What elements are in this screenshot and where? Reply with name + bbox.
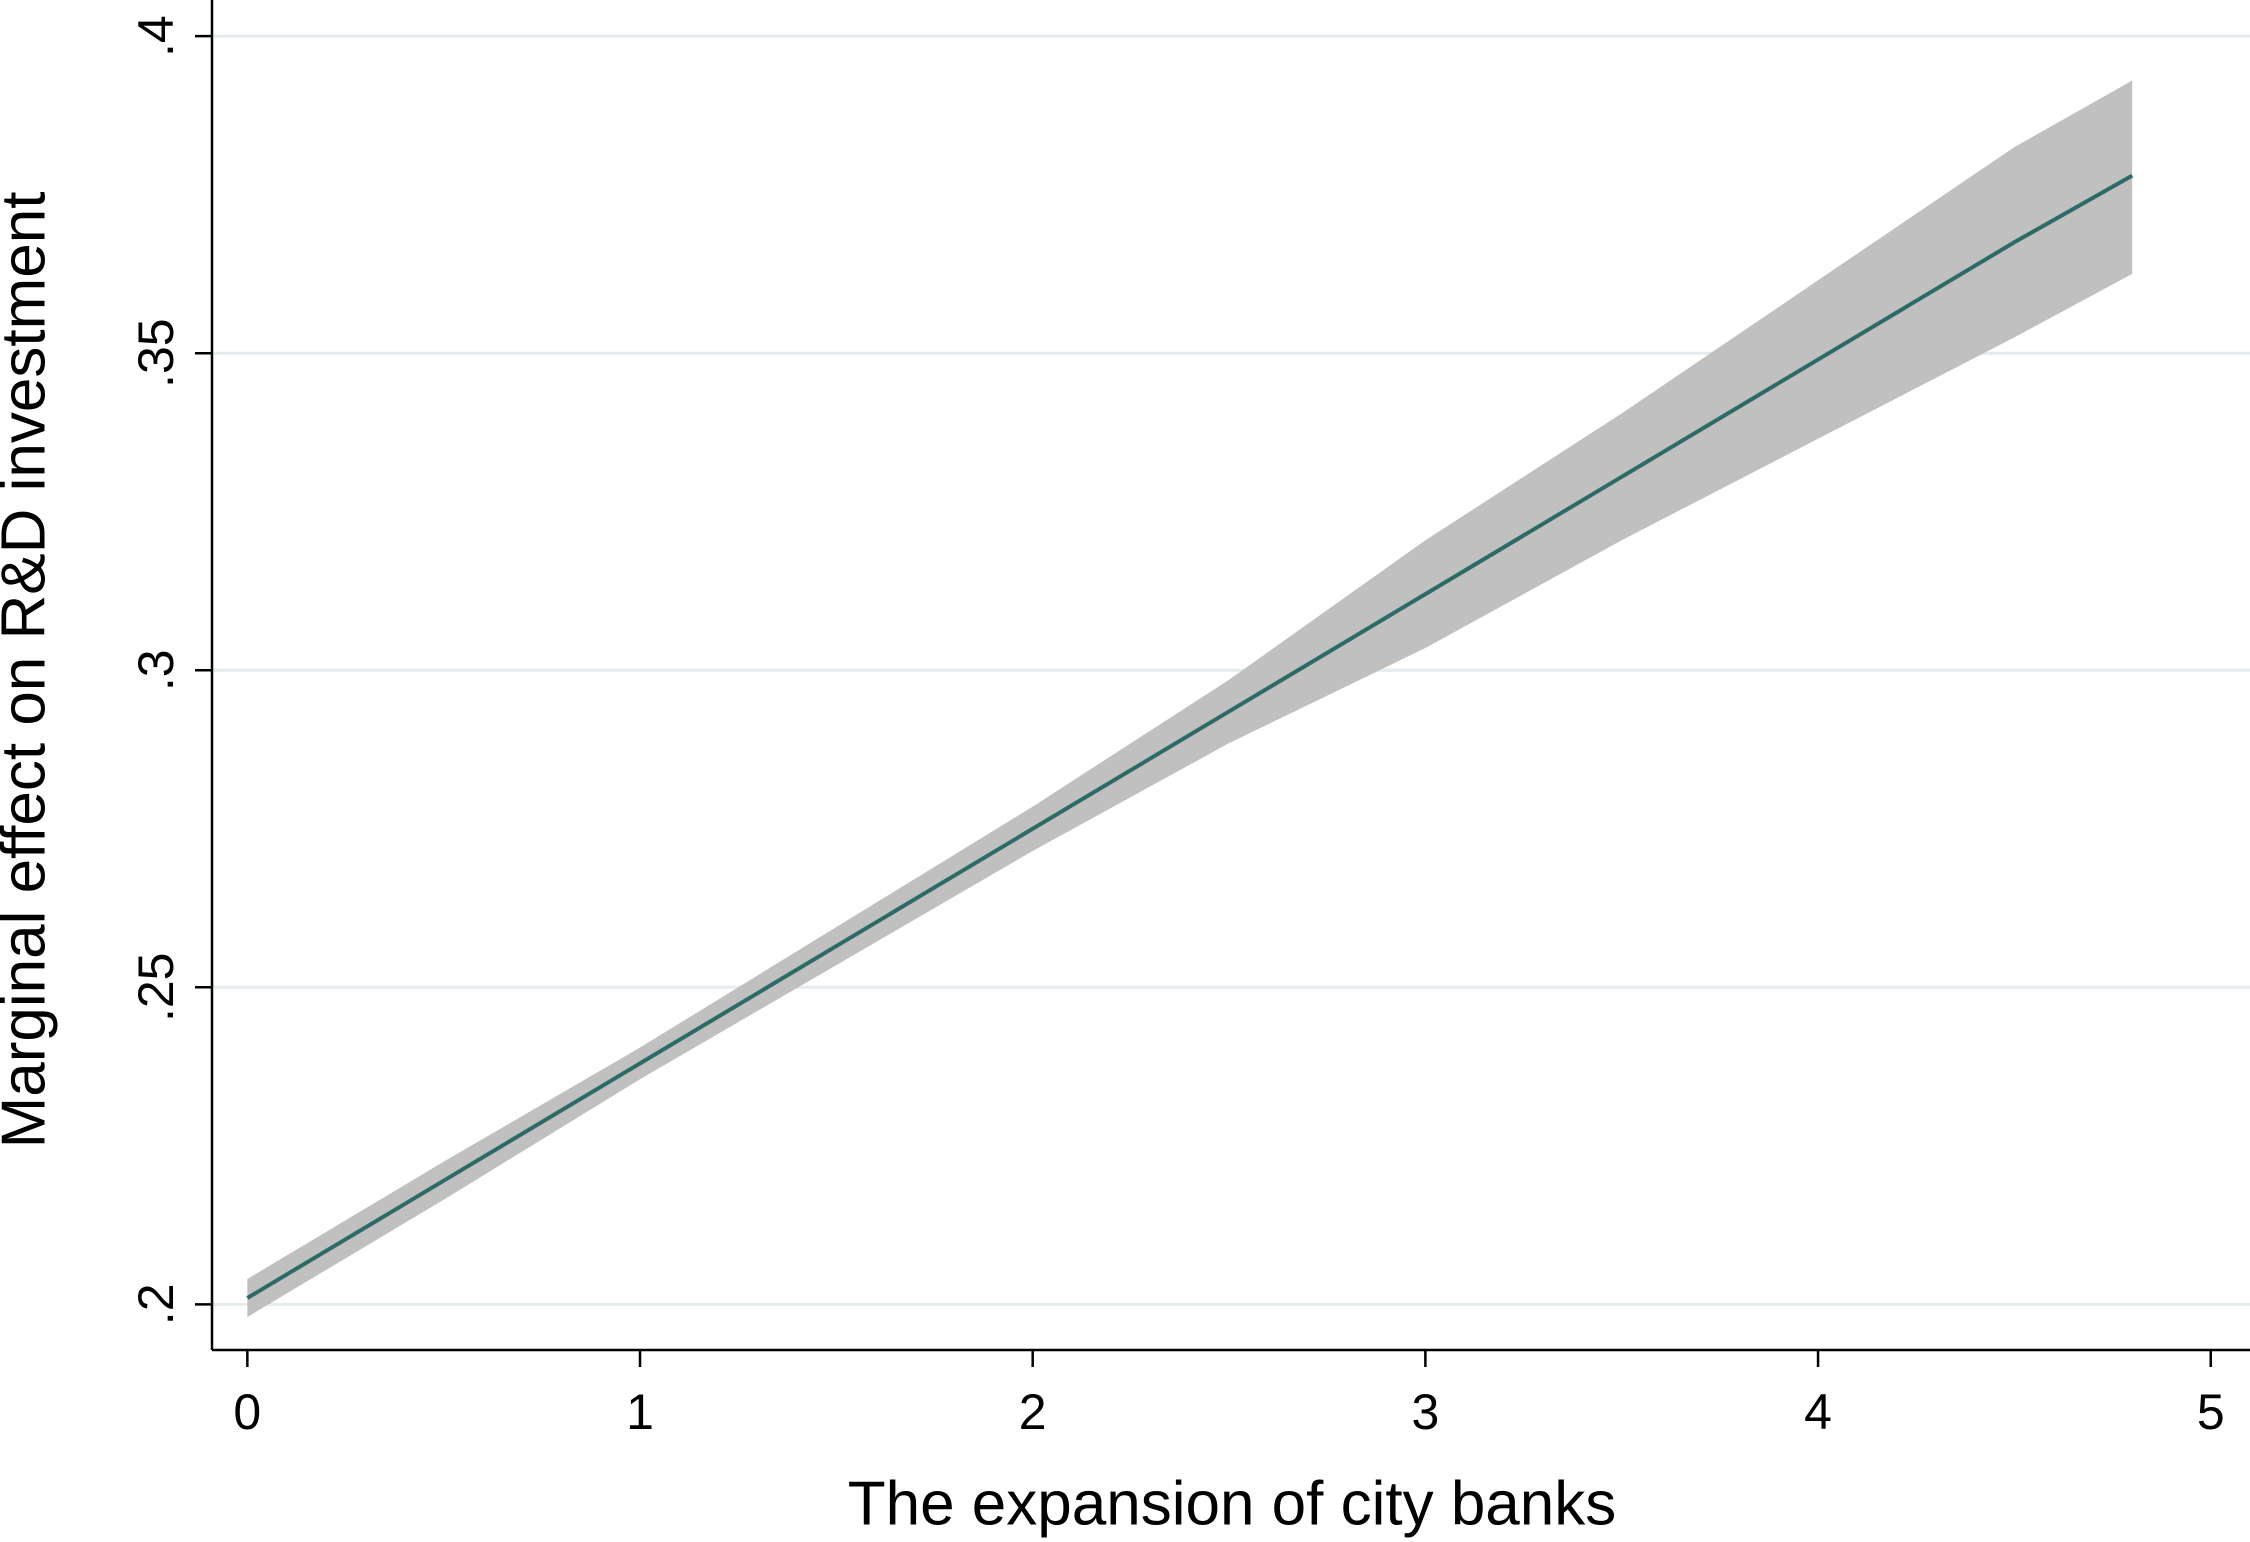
x-axis-title: The expansion of city banks	[848, 1469, 1617, 1538]
confidence-band	[247, 80, 2133, 1318]
x-tick-label: 3	[1411, 1384, 1439, 1440]
y-tick-label: .2	[128, 1283, 184, 1325]
y-tick-label: .35	[128, 318, 184, 388]
line	[246, 173, 2134, 1300]
y-tick-label: .4	[128, 15, 184, 57]
x-tick-label: 1	[626, 1384, 654, 1440]
x-tick-label: 0	[233, 1384, 261, 1440]
x-tick-label: 2	[1019, 1384, 1047, 1440]
y-tick-label: .25	[128, 953, 184, 1023]
x-tick-label: 4	[1804, 1384, 1832, 1440]
x-tick-label: 5	[2197, 1384, 2225, 1440]
y-tick-label: .3	[128, 649, 184, 691]
y-axis-title: Marginal effect on R&D investment	[0, 192, 58, 1149]
